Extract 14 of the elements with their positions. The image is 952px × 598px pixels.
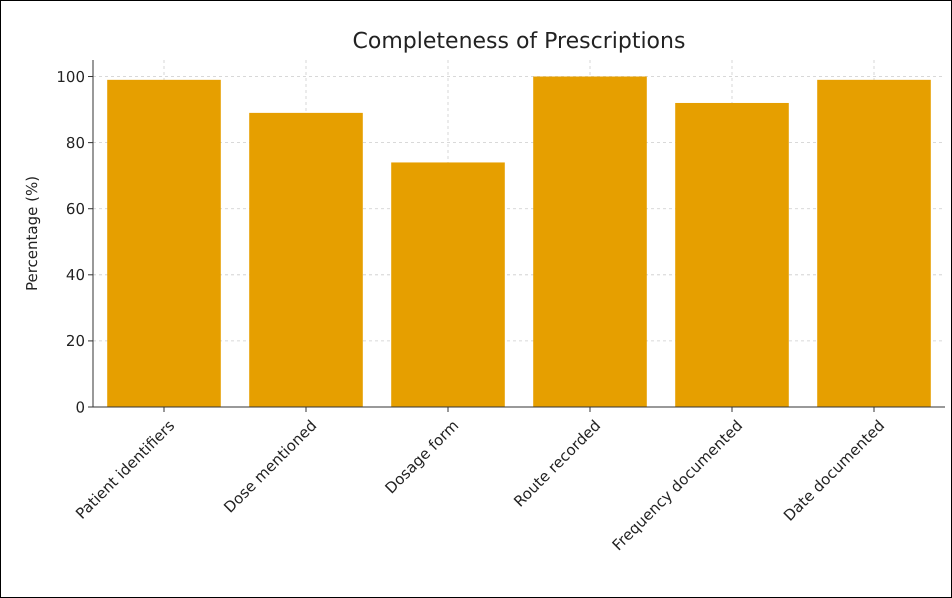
y-tick-label: 0	[75, 398, 85, 416]
bar	[675, 102, 789, 407]
bar	[249, 112, 363, 407]
y-tick-label: 60	[66, 200, 85, 218]
y-tick-label: 20	[66, 332, 85, 350]
chart-title: Completeness of Prescriptions	[352, 29, 686, 54]
bar	[533, 76, 647, 407]
y-tick-label: 80	[66, 134, 85, 152]
bar	[817, 80, 931, 407]
bar	[107, 80, 221, 407]
y-tick-label: 100	[56, 68, 85, 86]
y-axis-title: Percentage (%)	[23, 176, 41, 292]
y-tick-label: 40	[66, 266, 85, 284]
bar	[391, 162, 505, 407]
